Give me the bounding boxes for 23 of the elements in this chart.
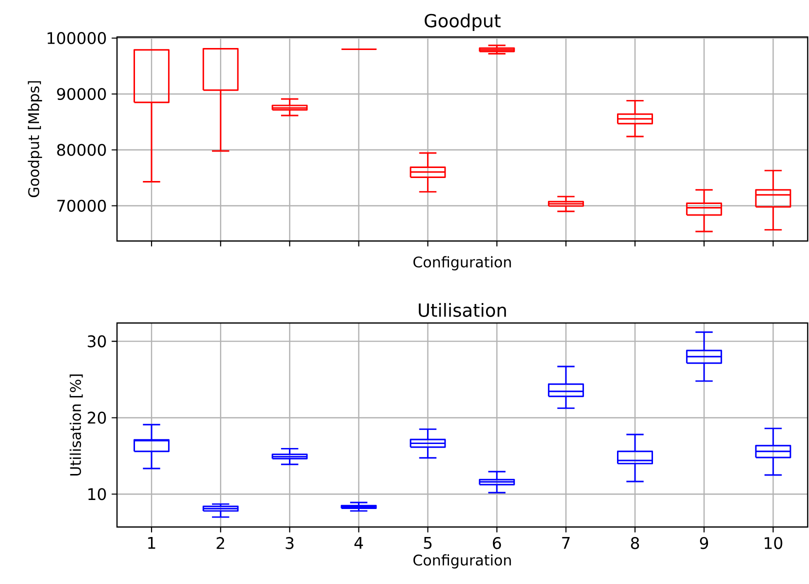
x-tick-label: 1	[148, 537, 156, 549]
y-axis-title: Utilisation [%]	[70, 374, 83, 476]
x-tick-label: 7	[562, 537, 570, 549]
x-tick-label: 2	[216, 537, 224, 549]
y-tick-label: 100000	[48, 32, 106, 44]
y-tick-label: 70000	[57, 200, 106, 212]
y-tick-label: 30	[88, 335, 106, 348]
x-tick-label: 4	[354, 537, 363, 549]
y-axis-title: Goodput [Mbps]	[28, 81, 42, 198]
y-tick-label: 20	[88, 412, 106, 424]
x-axis-title: Configuration	[413, 256, 511, 270]
y-tick-label: 80000	[57, 144, 106, 156]
x-tick-label: 6	[492, 537, 501, 550]
x-tick-label: 8	[631, 537, 639, 550]
y-tick-label: 90000	[57, 88, 106, 100]
chart-title: Utilisation	[418, 303, 506, 317]
x-tick-label: 9	[700, 537, 708, 550]
x-axis-title: Configuration	[413, 554, 511, 568]
x-tick-label: 3	[286, 537, 294, 550]
y-tick-label: 10	[88, 488, 106, 500]
x-tick-label: 10	[764, 537, 782, 550]
chart-title: Goodput	[424, 14, 501, 31]
x-tick-label: 5	[424, 537, 432, 549]
